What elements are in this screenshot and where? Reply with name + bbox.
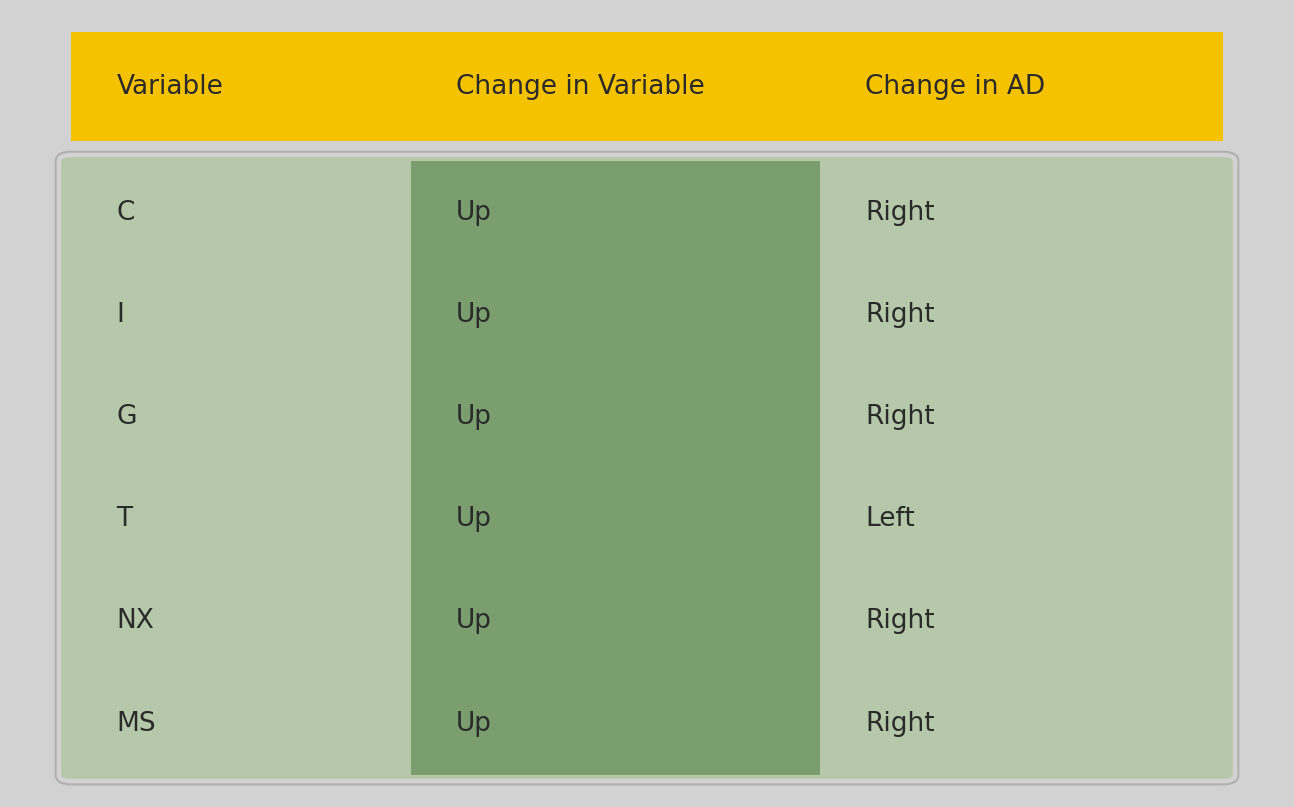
- Text: MS: MS: [116, 711, 157, 737]
- Text: Up: Up: [457, 506, 492, 532]
- Text: Up: Up: [457, 199, 492, 225]
- Text: Left: Left: [864, 506, 915, 532]
- Text: NX: NX: [116, 608, 154, 634]
- Text: Up: Up: [457, 302, 492, 328]
- Text: Right: Right: [864, 199, 934, 225]
- Text: G: G: [116, 404, 137, 430]
- Text: T: T: [116, 506, 132, 532]
- FancyBboxPatch shape: [56, 152, 1238, 784]
- Text: Right: Right: [864, 302, 934, 328]
- Text: Right: Right: [864, 404, 934, 430]
- Text: I: I: [116, 302, 124, 328]
- Bar: [820, 161, 1223, 775]
- Text: Up: Up: [457, 711, 492, 737]
- Bar: [411, 161, 820, 775]
- Text: Up: Up: [457, 608, 492, 634]
- Text: Right: Right: [864, 711, 934, 737]
- Text: Change in Variable: Change in Variable: [457, 73, 705, 100]
- Bar: [71, 32, 1223, 141]
- Text: Change in AD: Change in AD: [864, 73, 1046, 100]
- Text: C: C: [116, 199, 135, 225]
- Text: Up: Up: [457, 404, 492, 430]
- Text: Variable: Variable: [116, 73, 224, 100]
- Text: Right: Right: [864, 608, 934, 634]
